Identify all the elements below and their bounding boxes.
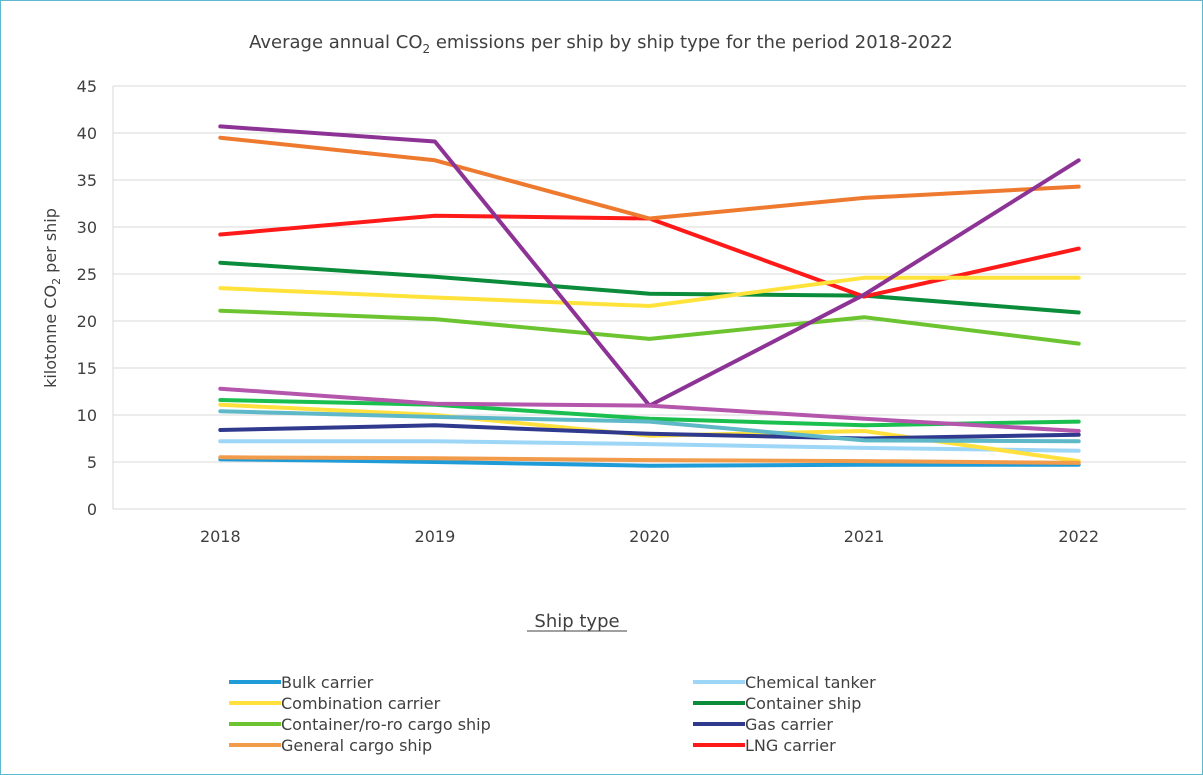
legend-label: Chemical tanker [745,673,876,692]
x-tick-label: 2019 [415,527,456,546]
legend-label: Container ship [745,694,861,713]
legend-item: Bulk carrier [229,673,374,692]
legend-label: General cargo ship [281,736,432,755]
y-tick-labels: 0 5 10 15 20 25 30 35 40 45 [77,77,97,519]
legend: Bulk carrier Chemical tanker Combination c… [229,673,876,755]
legend-label: LNG carrier [745,736,836,755]
y-tick-label: 25 [77,265,97,284]
x-tick-label: 2022 [1058,527,1099,546]
y-tick-label: 0 [87,500,97,519]
series-line-container-ship [218,260,1081,315]
series-lines [218,124,1081,468]
legend-item: Container/ro-ro cargo ship [229,715,491,734]
chart-title: Average annual CO2 emissions per ship by… [249,32,953,56]
legend-label: Bulk carrier [281,673,374,692]
legend-label: Container/ro-ro cargo ship [281,715,491,734]
y-tick-label: 40 [77,124,97,143]
legend-item: Chemical tanker [693,673,876,692]
y-tick-label: 15 [77,359,97,378]
series-line-unlabeled-8 [218,275,1081,308]
y-tick-label: 35 [77,171,97,190]
series-line-gas-carrier [218,423,1081,441]
series-line-general-cargo-ship [218,455,1081,465]
legend-item: Container ship [693,694,861,713]
y-tick-label: 30 [77,218,97,237]
x-tick-label: 2021 [844,527,885,546]
series-line-container-ro-ro-cargo-ship [218,308,1081,346]
legend-label: Gas carrier [745,715,833,734]
legend-label: Combination carrier [281,694,441,713]
y-tick-label: 10 [77,406,97,425]
series-line-bulk-carrier [218,457,1081,468]
legend-item: Combination carrier [229,694,441,713]
x-axis-label: Ship type [534,611,619,632]
series-line-unlabeled-13 [218,386,1081,433]
series-line-chemical-tanker [218,439,1081,453]
y-tick-label: 45 [77,77,97,96]
series-line-unlabeled-12 [218,409,1081,444]
legend-item: General cargo ship [229,736,432,755]
series-line-unlabeled-9 [218,135,1081,221]
y-axis-label: kilotonne CO2 per ship [41,208,63,388]
y-tick-label: 20 [77,312,97,331]
x-tick-label: 2018 [200,527,241,546]
x-tick-label: 2020 [629,527,670,546]
legend-item: Gas carrier [693,715,833,734]
y-tick-label: 5 [87,453,97,472]
legend-item: LNG carrier [693,736,836,755]
x-tick-labels: 2018 2019 2020 2021 2022 [200,527,1099,546]
